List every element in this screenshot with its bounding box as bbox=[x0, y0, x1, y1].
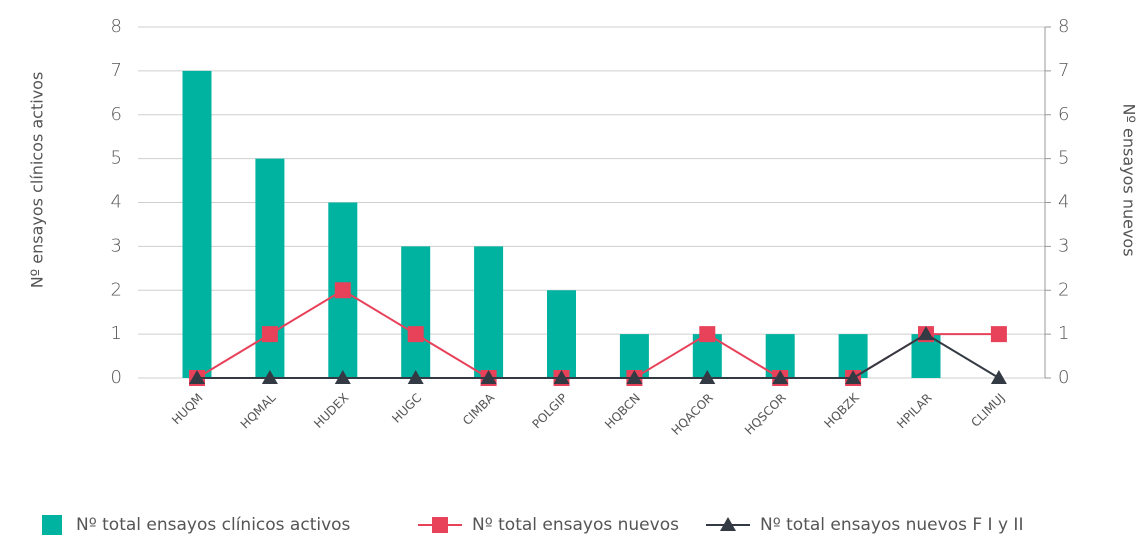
y-axis-title: Nº ensayos clínicos activos bbox=[28, 72, 47, 289]
y2-tick-label: 2 bbox=[1058, 279, 1069, 300]
marker bbox=[990, 326, 1007, 343]
y2-axis-title: Nº ensayos nuevos bbox=[1120, 103, 1139, 256]
legend-label: Nº total ensayos clínicos activos bbox=[76, 515, 351, 535]
bar bbox=[182, 70, 212, 378]
marker bbox=[261, 370, 278, 384]
marker bbox=[189, 370, 205, 384]
x-tick-label: HQACOR bbox=[669, 391, 716, 438]
marker bbox=[699, 370, 716, 384]
y2-tick-label: 0 bbox=[1058, 367, 1069, 388]
marker bbox=[990, 370, 1007, 384]
marker bbox=[918, 326, 934, 341]
legend-label: Nº total ensayos nuevos F I y II bbox=[760, 515, 1023, 535]
y2-tick-label: 5 bbox=[1058, 148, 1069, 169]
y2-tick-label: 6 bbox=[1058, 104, 1069, 125]
marker bbox=[407, 370, 424, 384]
y-tick-label: 5 bbox=[111, 148, 122, 169]
marker bbox=[334, 282, 351, 299]
line bbox=[197, 332, 1000, 379]
marker bbox=[772, 370, 789, 384]
bar bbox=[547, 290, 576, 378]
y-tick-label: 1 bbox=[111, 323, 122, 344]
x-tick-label: HUGC bbox=[389, 391, 424, 426]
x-tick-label: HUQM bbox=[169, 391, 205, 427]
marker bbox=[407, 326, 424, 343]
marker bbox=[845, 370, 862, 384]
x-tick-label: HUDEX bbox=[311, 391, 351, 431]
x-tick-label: HQBCN bbox=[602, 391, 643, 432]
x-tick-label: CIMBA bbox=[460, 390, 498, 428]
marker bbox=[480, 370, 497, 384]
y2-tick-label: 8 bbox=[1058, 16, 1069, 37]
marker bbox=[334, 370, 351, 384]
legend-marker bbox=[432, 517, 448, 533]
marker bbox=[261, 326, 278, 343]
y-tick-label: 8 bbox=[111, 16, 122, 37]
marker bbox=[626, 370, 643, 384]
y-tick-label: 0 bbox=[111, 367, 122, 388]
x-tick-label: HPILAR bbox=[894, 391, 935, 432]
legend-swatch bbox=[42, 515, 62, 535]
y-tick-label: 7 bbox=[111, 60, 122, 81]
marker bbox=[553, 370, 570, 384]
y2-tick-label: 1 bbox=[1058, 323, 1069, 344]
bar bbox=[255, 158, 285, 378]
x-tick-label: HQSCOR bbox=[742, 391, 789, 438]
bar bbox=[401, 246, 431, 378]
y2-tick-label: 4 bbox=[1058, 192, 1069, 213]
x-tick-label: POLGIP bbox=[529, 391, 570, 432]
marker bbox=[699, 326, 716, 343]
y2-tick-label: 3 bbox=[1058, 235, 1069, 256]
y-tick-label: 4 bbox=[111, 192, 122, 213]
y-tick-label: 2 bbox=[111, 279, 122, 300]
x-tick-label: HQMAL bbox=[238, 390, 279, 431]
legend-label: Nº total ensayos nuevos bbox=[472, 515, 679, 535]
y2-tick-label: 7 bbox=[1058, 60, 1069, 81]
x-tick-label: HQBZK bbox=[822, 390, 863, 431]
x-tick-label: CLIMUJ bbox=[968, 391, 1007, 430]
y-tick-label: 3 bbox=[111, 235, 122, 256]
legend-marker bbox=[720, 517, 736, 531]
bar bbox=[474, 246, 504, 378]
y-tick-label: 6 bbox=[111, 104, 122, 125]
